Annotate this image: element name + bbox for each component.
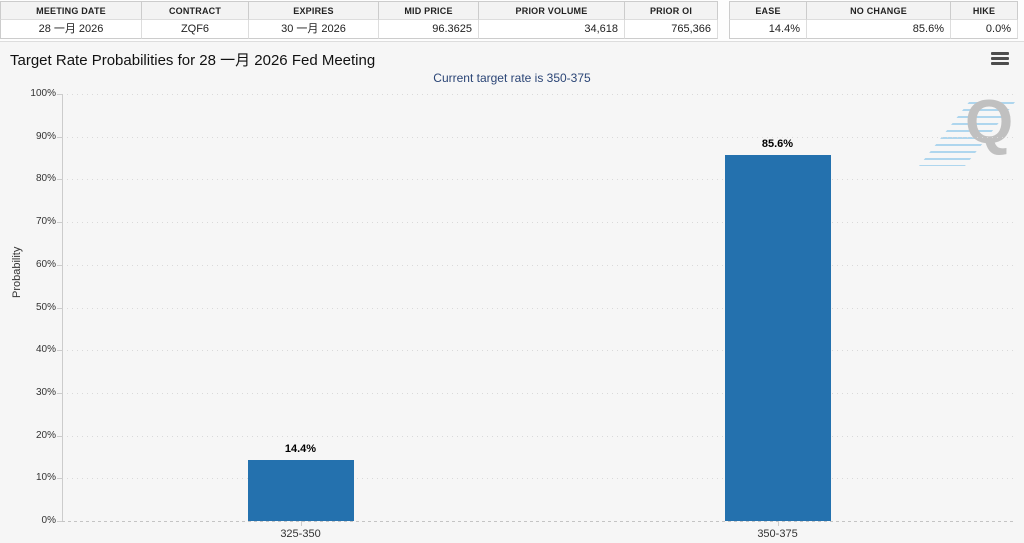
gridline: [62, 94, 1016, 95]
gridline: [62, 222, 1016, 224]
y-axis-tick: [57, 392, 62, 394]
gridline: [62, 435, 1016, 437]
y-axis-label: 90%: [35, 130, 56, 142]
y-axis-label: 100%: [30, 88, 56, 99]
hamburger-bar: [991, 62, 1009, 65]
gridline: [62, 179, 1016, 181]
futures-col-mid-price: MID PRICE 96.3625: [379, 1, 479, 39]
prob-col-hike: HIKE 0.0%: [951, 1, 1018, 39]
table-cell: 0.0%: [951, 20, 1018, 39]
y-axis-tick: [57, 179, 62, 181]
table-cell: 96.3625: [379, 20, 479, 39]
futures-col-prior-oi: PRIOR OI 765,366: [625, 1, 718, 39]
y-axis-tick: [57, 521, 62, 522]
x-axis-label: 325-350: [280, 528, 321, 540]
gridline: [62, 392, 1016, 394]
table-cell: 85.6%: [807, 20, 951, 39]
gridline: [62, 264, 1016, 266]
futures-col-expires: EXPIRES 30 一月 2026: [249, 1, 379, 39]
futures-col-contract: CONTRACT ZQF6: [142, 1, 249, 39]
table-cell: ZQF6: [142, 20, 249, 39]
gridline: [62, 350, 1016, 352]
y-axis-tick: [57, 136, 62, 138]
y-axis-label: 20%: [35, 429, 56, 441]
x-axis-line: [62, 521, 1016, 522]
y-axis-label: 80%: [35, 173, 56, 185]
bar-value-label: 14.4%: [284, 442, 317, 455]
column-header: MID PRICE: [379, 1, 479, 20]
table-cell: 30 一月 2026: [249, 20, 379, 39]
y-axis-tick: [57, 264, 62, 266]
column-header: EASE: [729, 1, 807, 20]
probability-table: EASE 14.4% NO CHANGE 85.6% HIKE 0.0%: [729, 1, 1018, 39]
target-rate-probabilities-chart: Target Rate Probabilities for 28 一月 2026…: [0, 41, 1024, 543]
y-axis-label: 0%: [41, 515, 56, 526]
column-header: HIKE: [951, 1, 1018, 20]
x-axis-tick: [300, 521, 302, 526]
gridline: [62, 307, 1016, 309]
table-cell: 765,366: [625, 20, 718, 39]
y-axis-label: 30%: [35, 386, 56, 398]
probability-bar[interactable]: [247, 459, 354, 521]
y-axis-label: 40%: [35, 344, 56, 356]
summary-tables: MEETING DATE 28 一月 2026 CONTRACT ZQF6 EX…: [0, 0, 1024, 41]
hamburger-bar: [991, 52, 1009, 55]
y-axis-label: 70%: [35, 216, 56, 228]
y-axis-label: 60%: [35, 258, 56, 270]
gridline: [62, 136, 1016, 138]
futures-col-meeting-date: MEETING DATE 28 一月 2026: [0, 1, 142, 39]
chart-menu-hamburger-icon[interactable]: [990, 52, 1010, 67]
column-header: PRIOR OI: [625, 1, 718, 20]
y-axis-tick: [57, 307, 62, 309]
chart-title: Target Rate Probabilities for 28 一月 2026…: [10, 52, 376, 69]
table-cell: 34,618: [479, 20, 625, 39]
y-axis-tick: [57, 435, 62, 437]
gridline: [62, 478, 1016, 480]
column-header: EXPIRES: [249, 1, 379, 20]
table-cell: 14.4%: [729, 20, 807, 39]
y-axis-tick: [57, 478, 62, 480]
chart-subtitle: Current target rate is 350-375: [433, 71, 591, 85]
y-axis-tick: [57, 350, 62, 352]
table-cell: 28 一月 2026: [0, 20, 142, 39]
y-axis-tick: [57, 94, 62, 95]
prob-col-no-change: NO CHANGE 85.6%: [807, 1, 951, 39]
column-header: CONTRACT: [142, 1, 249, 20]
y-axis-title: Probability: [11, 246, 23, 298]
column-header: NO CHANGE: [807, 1, 951, 20]
x-axis-tick: [777, 521, 779, 526]
futures-col-prior-volume: PRIOR VOLUME 34,618: [479, 1, 625, 39]
probability-bar[interactable]: [724, 155, 831, 521]
column-header: MEETING DATE: [0, 1, 142, 20]
y-axis-label: 50%: [35, 301, 56, 313]
watermark-q-logo: Q: [965, 88, 1014, 157]
prob-col-ease: EASE 14.4%: [729, 1, 807, 39]
y-axis-tick: [57, 222, 62, 224]
futures-table: MEETING DATE 28 一月 2026 CONTRACT ZQF6 EX…: [0, 1, 718, 39]
bar-value-label: 85.6%: [761, 138, 794, 151]
x-axis-label: 350-375: [757, 528, 798, 540]
y-axis-label: 10%: [35, 472, 56, 484]
y-axis-line: [62, 94, 63, 521]
column-header: PRIOR VOLUME: [479, 1, 625, 20]
hamburger-bar: [991, 57, 1009, 60]
